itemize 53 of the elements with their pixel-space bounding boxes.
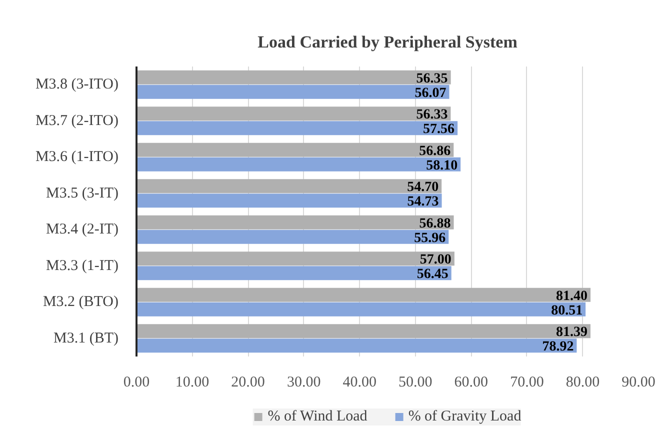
- bar: [136, 84, 450, 99]
- data-label: 54.70: [407, 180, 439, 196]
- y-tick-label: M3.3 (1-IT): [46, 258, 119, 274]
- bar: [136, 142, 454, 157]
- bar: [136, 121, 458, 136]
- bar: [136, 324, 590, 338]
- bar: [136, 288, 591, 302]
- legend-label: % of Wind Load: [268, 408, 368, 425]
- chart-title: Load Carried by Peripheral System: [258, 32, 518, 52]
- data-label: 56.35: [416, 71, 448, 86]
- y-tick-label: M3.2 (BTO): [42, 294, 119, 310]
- bar: [136, 252, 454, 266]
- y-tick-label: M3.8 (3-ITO): [35, 76, 119, 93]
- x-tick-label: 80.00: [566, 374, 600, 390]
- data-label: 57.00: [420, 252, 452, 268]
- bar: [136, 179, 442, 194]
- x-tick-label: 50.00: [398, 374, 432, 390]
- x-tick-label: 10.00: [175, 374, 210, 390]
- data-label: 78.92: [542, 340, 574, 355]
- legend-label: % of Gravity Load: [408, 408, 522, 425]
- x-tick-label: 30.00: [286, 374, 321, 390]
- data-label: 56.33: [416, 108, 448, 123]
- data-label: 56.45: [416, 267, 448, 282]
- y-tick-label: M3.5 (3-IT): [46, 185, 119, 202]
- bar: [136, 194, 442, 208]
- data-label: 81.40: [556, 288, 588, 304]
- data-label: 58.10: [426, 158, 458, 174]
- x-tick-label: 0.00: [123, 374, 150, 390]
- x-tick-label: 70.00: [510, 374, 544, 390]
- x-tick-label: 90.00: [622, 374, 656, 390]
- x-tick-label: 60.00: [454, 374, 488, 390]
- data-label: 56.88: [419, 216, 451, 232]
- data-label: 55.96: [414, 230, 446, 246]
- bar: [136, 70, 451, 84]
- data-label: 56.86: [419, 144, 451, 159]
- data-label: 80.51: [551, 303, 583, 318]
- data-label: 54.73: [407, 194, 439, 210]
- bar: [136, 215, 454, 230]
- bar: [136, 266, 452, 280]
- y-tick-label: M3.7 (2-ITO): [35, 112, 119, 129]
- y-tick-label: M3.6 (1-ITO): [35, 149, 119, 166]
- bar: [136, 338, 577, 353]
- bar: [136, 230, 449, 244]
- bar: [136, 106, 451, 121]
- data-label: 56.07: [414, 86, 446, 101]
- bar: [136, 302, 586, 316]
- data-label: 57.56: [423, 122, 455, 138]
- data-label: 81.39: [556, 325, 588, 340]
- bar: [136, 157, 461, 172]
- y-tick-label: M3.4 (2-IT): [46, 222, 119, 238]
- x-tick-label: 20.00: [231, 374, 265, 390]
- y-tick-label: M3.1 (BT): [54, 330, 119, 346]
- x-tick-label: 40.00: [342, 374, 376, 390]
